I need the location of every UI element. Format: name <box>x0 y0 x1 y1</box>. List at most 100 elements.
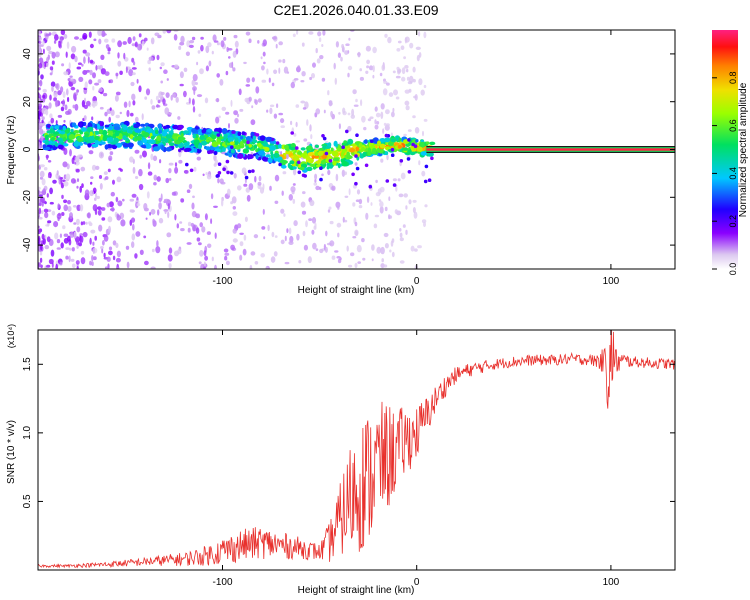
ridge-cell <box>346 151 351 158</box>
steady-signal-band <box>426 146 675 153</box>
ridge-cell <box>367 147 372 154</box>
noise-cell <box>390 240 394 247</box>
ridge-cell <box>213 151 218 155</box>
noise-cell <box>412 115 416 119</box>
noise-cell <box>41 116 45 120</box>
noise-cell <box>143 235 147 239</box>
noise-cell <box>165 177 170 184</box>
noise-cell <box>54 34 59 41</box>
colorbar-tick-label: 0.2 <box>728 215 738 228</box>
noise-cell <box>92 256 97 261</box>
noise-cell <box>48 32 52 36</box>
noise-cell <box>39 164 45 168</box>
noise-cell <box>372 65 375 73</box>
noise-cell <box>367 118 372 122</box>
noise-cell <box>144 37 148 42</box>
noise-cell <box>241 167 247 174</box>
noise-cell <box>133 61 136 66</box>
noise-cell <box>177 116 181 120</box>
noise-cell <box>198 261 202 265</box>
ridge-cell <box>206 128 213 133</box>
noise-cell <box>186 189 191 193</box>
noise-cell <box>379 206 384 214</box>
noise-cell <box>189 40 195 44</box>
snr-y-label: SNR (10 * v/v) <box>6 420 17 484</box>
ridge-cell <box>160 137 167 143</box>
ridge-cell <box>275 141 280 145</box>
noise-cell <box>371 244 375 251</box>
ridge-cell <box>180 137 186 141</box>
ridge-cell <box>355 133 359 137</box>
noise-cell <box>365 70 369 75</box>
noise-cell <box>116 266 120 269</box>
ridge-cell <box>133 123 140 129</box>
noise-cell <box>82 221 86 225</box>
ridge-cell <box>172 124 179 130</box>
noise-cell <box>56 213 62 220</box>
ridge-cell <box>318 150 324 156</box>
snr-y-ticks: 0.5 1.0 1.5 <box>22 357 675 508</box>
noise-cell <box>38 216 43 220</box>
noise-cell <box>355 199 360 202</box>
noise-cell <box>126 109 130 118</box>
noise-cell <box>62 161 68 168</box>
noise-cell <box>260 253 266 258</box>
noise-cell <box>73 231 77 239</box>
noise-cell <box>115 257 121 263</box>
ridge-cell <box>409 151 415 156</box>
noise-cell <box>92 241 95 246</box>
noise-cell <box>358 198 363 205</box>
spectrogram-y-tick-label: -20 <box>22 190 33 205</box>
noise-cell <box>115 91 121 96</box>
noise-cell <box>94 235 97 241</box>
noise-cell <box>422 130 424 137</box>
noise-cell <box>59 261 63 266</box>
noise-cell <box>276 103 279 108</box>
noise-cell <box>67 200 71 205</box>
noise-cell <box>380 158 384 163</box>
noise-cell <box>61 194 64 199</box>
noise-cell <box>115 114 120 119</box>
noise-cell <box>179 71 184 79</box>
noise-cell <box>84 189 90 197</box>
noise-cell <box>84 81 88 89</box>
noise-cell <box>309 124 312 132</box>
noise-cell <box>282 58 286 64</box>
noise-cell <box>262 51 266 57</box>
noise-cell <box>227 48 233 51</box>
ridge-cell <box>303 174 308 178</box>
colorbar-tick-label: 0.0 <box>728 263 738 276</box>
noise-cell <box>314 222 317 229</box>
ridge-cell <box>127 142 134 148</box>
ridge-cell <box>300 163 308 168</box>
ridge-cell <box>172 133 179 138</box>
noise-cell <box>68 62 71 70</box>
noise-cell <box>147 171 153 176</box>
noise-cell <box>78 242 82 247</box>
noise-cell <box>239 232 244 235</box>
ridge-cell <box>68 134 76 140</box>
noise-cell <box>311 229 315 235</box>
noise-cell <box>348 188 351 196</box>
noise-cell <box>399 260 405 264</box>
noise-cell <box>89 260 92 266</box>
ridge-cell <box>94 135 100 141</box>
ridge-cell <box>244 175 249 180</box>
noise-cell <box>339 257 342 261</box>
noise-cell <box>150 266 156 269</box>
noise-cell <box>300 201 306 208</box>
noise-cell <box>342 107 346 114</box>
ridge-cell <box>175 140 181 145</box>
noise-cell <box>70 258 75 262</box>
noise-cell <box>406 76 410 81</box>
noise-cell <box>334 250 339 253</box>
ridge-cell <box>194 126 200 130</box>
noise-cell <box>233 110 239 116</box>
ridge-cell <box>214 127 220 133</box>
noise-cell <box>376 246 382 254</box>
ridge-cell <box>222 147 226 153</box>
noise-cell <box>38 202 42 207</box>
ridge-cell <box>281 164 287 169</box>
noise-cell <box>331 255 336 260</box>
noise-cell <box>278 41 284 46</box>
